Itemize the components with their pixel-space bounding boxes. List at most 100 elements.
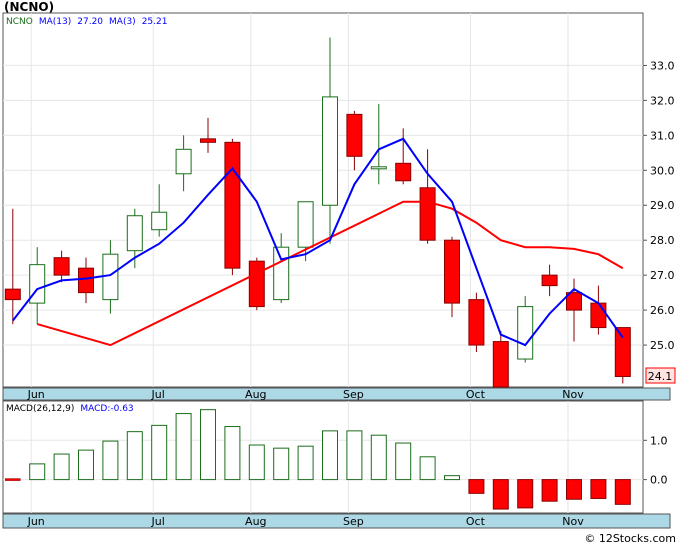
macd-bar-positive [370, 434, 387, 481]
macd-legend-text-item: MACD(26,12,9) [6, 404, 74, 414]
candle [53, 250, 70, 283]
macd-bar-negative [590, 479, 607, 499]
price-y-tick-label: 27.0 [650, 269, 675, 282]
footer-credit: © 12Stocks.com [584, 532, 676, 545]
price-x-axis-labels: Jun Jul Aug Sep Oct Nov [27, 388, 585, 401]
macd-y-axis: 0.0 1.0 [643, 434, 668, 487]
candle-body-down [590, 302, 607, 329]
price-y-tick-label: 25.0 [650, 339, 675, 352]
macd-bar-negative [517, 479, 534, 509]
macd-bar-positive [126, 431, 143, 481]
price-legend-text-item: MA(13) [39, 17, 71, 27]
macd-bar-positive [419, 456, 436, 481]
macd-bar-positive [29, 463, 46, 481]
price-legend-text-item: NCNO [6, 17, 33, 27]
chart-title: (NCNO) [4, 0, 54, 14]
candle [200, 117, 216, 153]
price-grid [3, 13, 643, 387]
month-label: Nov [562, 515, 584, 528]
month-label: Jun [27, 515, 45, 528]
macd-bar-positive [151, 424, 168, 481]
month-label: Sep [343, 515, 364, 528]
macd-bar [5, 478, 21, 481]
macd-y-tick-label: 1.0 [650, 434, 668, 447]
month-label: Sep [343, 388, 364, 401]
month-label: Jul [151, 515, 165, 528]
macd-bar-positive [248, 444, 265, 481]
month-label: Jun [27, 388, 45, 401]
candle-body-up [175, 148, 192, 175]
candle-body-up [517, 306, 534, 360]
ma13-line [36, 200, 624, 347]
candle [248, 257, 265, 311]
candle [346, 110, 363, 171]
price-y-tick-label: 31.0 [650, 129, 675, 142]
macd-bar-positive [78, 449, 94, 481]
candle [297, 201, 314, 262]
macd-bar-positive [224, 426, 241, 481]
macd-bar-positive [53, 453, 70, 481]
candle-body-down [78, 267, 94, 294]
candle-body-down [4, 288, 21, 301]
price-legend-text-item: 25.21 [142, 17, 168, 27]
macd-y-tick-label: 0.0 [650, 474, 668, 487]
candle-body-down [541, 274, 558, 287]
candle [175, 135, 192, 192]
macd-bar-negative [468, 479, 485, 494]
price-legend: NCNO MA(13) 27.20 MA(3) 25.21 [6, 17, 167, 27]
candle [395, 128, 412, 185]
candle-body-down [566, 292, 582, 311]
macd-bar-negative [492, 479, 509, 510]
macd-bar-positive [444, 475, 460, 481]
month-label: Oct [466, 388, 486, 401]
candle-body-down [395, 162, 412, 182]
macd-legend-text: MACD(26,12,9) MACD:-0.63 [6, 404, 134, 414]
price-panel: 25.0 26.0 27.0 28.0 29.0 30.0 31.0 32.0 33.0 NCN… [2, 12, 676, 388]
candle [444, 236, 460, 318]
candle [492, 331, 509, 388]
candle [224, 138, 241, 276]
last-price-tag-label: 24.1 [648, 370, 673, 383]
macd-bar-positive [322, 430, 338, 481]
candle [4, 208, 21, 325]
candle-body-up [126, 215, 143, 252]
price-x-axis-band [2, 387, 671, 401]
macd-bar-positive [395, 442, 412, 481]
candle-body-down [492, 341, 509, 388]
candle [614, 327, 631, 384]
macd-legend: MACD(26,12,9) MACD:-0.63 [6, 404, 134, 414]
macd-x-axis: Jun Jul Aug Sep Oct Nov [2, 513, 671, 529]
candle [151, 184, 168, 237]
macd-bar-negative [541, 479, 558, 502]
candle-body-down [419, 187, 436, 241]
candle [517, 296, 534, 363]
macd-legend-text-item: MACD:-0.63 [80, 404, 133, 414]
last-price-tag-box [645, 367, 676, 384]
macd-bar-positive [200, 409, 216, 481]
macd-bar-negative [566, 479, 582, 500]
price-y-tick-label: 33.0 [650, 59, 675, 72]
candle [468, 292, 485, 353]
price-legend-text-item: 27.20 [77, 17, 103, 27]
macd-bar-negative [614, 479, 631, 505]
last-price-tag: 24.1 [645, 367, 676, 384]
candle-body-down [444, 239, 460, 304]
moving-average-lines [12, 137, 624, 347]
price-legend-text-item: MA(3) [109, 17, 136, 27]
candle-body-down [468, 299, 485, 346]
ma3-line [12, 137, 624, 347]
candle-body-up [322, 96, 338, 206]
candle-body-up [273, 246, 290, 301]
candle [541, 264, 558, 297]
month-label: Nov [562, 388, 584, 401]
price-y-tick-label: 32.0 [650, 94, 675, 107]
candle-body-up [151, 211, 168, 231]
price-y-tick-label: 26.0 [650, 304, 675, 317]
price-legend-text: NCNO MA(13) 27.20 MA(3) 25.21 [6, 17, 167, 27]
candle [370, 103, 387, 185]
macd-bar-positive [346, 430, 363, 481]
month-label: Aug [245, 388, 266, 401]
candle-body-down [248, 260, 265, 308]
candle-body-up [102, 253, 119, 301]
